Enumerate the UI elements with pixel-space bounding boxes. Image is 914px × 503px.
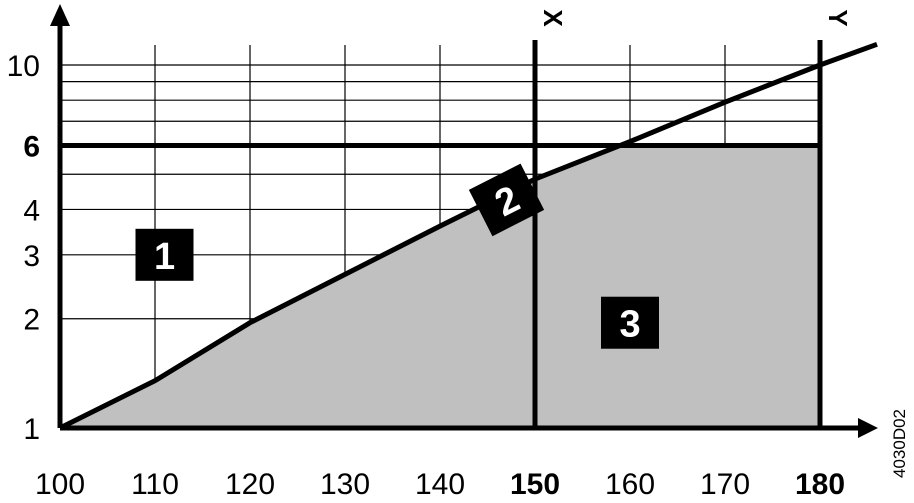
region-label-box — [135, 228, 194, 281]
region-label-text: 1 — [154, 236, 175, 278]
x-tick-label: 130 — [320, 468, 370, 501]
region-label-box — [601, 296, 659, 349]
x-tick-label: 180 — [795, 468, 845, 501]
x-tick-label: 110 — [131, 468, 179, 501]
y-tick-label: 2 — [23, 304, 40, 337]
x-tick-label: 160 — [605, 468, 655, 501]
figure-code-label: 4030D02 — [890, 409, 909, 478]
y-axis-arrow — [50, 4, 70, 26]
region-label-text: 3 — [619, 304, 640, 346]
y-tick-label: 10 — [7, 50, 40, 83]
region-label-1: 1 — [135, 228, 194, 281]
x-tick-label: 150 — [510, 468, 560, 501]
tick-labels: 100 110 120 130 140 150 160 170 180 1 2 3 4 6 10 — [7, 50, 845, 501]
x-tick-label: 170 — [700, 468, 750, 501]
y-tick-label: 6 — [23, 131, 40, 164]
y-tick-label: 4 — [23, 194, 40, 227]
x-tick-label: 140 — [415, 468, 465, 501]
x-tick-label: 120 — [225, 468, 275, 501]
y-tick-label: 3 — [23, 240, 40, 273]
limit-label-x: X — [538, 9, 568, 27]
region-label-2: 2 — [468, 163, 545, 237]
region-labels: 1 2 3 — [135, 163, 659, 349]
region-label-box — [468, 163, 545, 237]
x-tick-label: 100 — [35, 468, 85, 501]
limit-label-y: Y — [823, 9, 853, 26]
shaded-region — [60, 145, 820, 428]
region-label-3: 3 — [601, 296, 659, 349]
x-axis-arrow — [858, 418, 878, 438]
axes — [50, 4, 878, 438]
y-tick-label: 1 — [23, 413, 40, 446]
